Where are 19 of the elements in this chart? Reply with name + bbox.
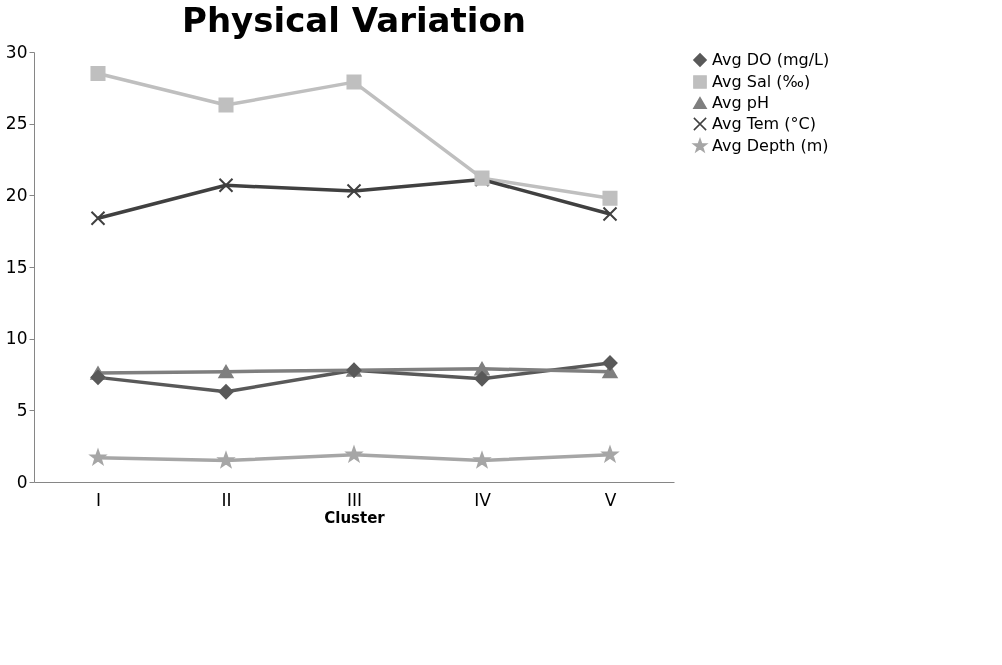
- x-tick-label: III: [346, 489, 363, 510]
- legend-label: Avg pH: [712, 93, 769, 112]
- x-tick-label: I: [95, 489, 102, 510]
- chart-title: Physical Variation: [181, 0, 527, 40]
- y-tick-label: 15: [5, 256, 28, 277]
- legend-label: Avg DO (mg/L): [712, 50, 830, 69]
- y-tick-label: 30: [5, 41, 28, 62]
- x-tick-label: II: [221, 489, 232, 510]
- y-tick-label: 20: [5, 184, 28, 205]
- legend-label: Avg Sal (‰): [712, 72, 811, 91]
- y-tick-label: 0: [16, 471, 28, 492]
- x-tick-label: IV: [474, 489, 492, 510]
- y-tick-label: 25: [5, 113, 28, 134]
- x-tick-label: V: [604, 489, 617, 510]
- x-axis-title: Cluster: [324, 508, 386, 527]
- y-tick-label: 10: [5, 328, 28, 349]
- y-tick-label: 5: [16, 399, 28, 420]
- legend-label: Avg Tem (°C): [712, 114, 816, 133]
- legend-label: Avg Depth (m): [712, 136, 829, 155]
